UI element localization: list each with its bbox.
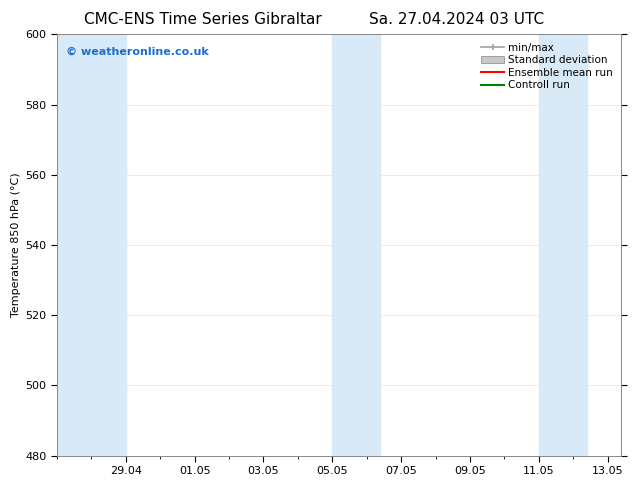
- Bar: [332, 34, 380, 456]
- Legend: min/max, Standard deviation, Ensemble mean run, Controll run: min/max, Standard deviation, Ensemble me…: [478, 40, 616, 94]
- Bar: [539, 34, 587, 456]
- Text: Sa. 27.04.2024 03 UTC: Sa. 27.04.2024 03 UTC: [369, 12, 544, 27]
- Bar: [57, 34, 126, 456]
- Text: CMC-ENS Time Series Gibraltar: CMC-ENS Time Series Gibraltar: [84, 12, 321, 27]
- Y-axis label: Temperature 850 hPa (°C): Temperature 850 hPa (°C): [11, 172, 21, 318]
- Text: © weatheronline.co.uk: © weatheronline.co.uk: [65, 47, 209, 57]
